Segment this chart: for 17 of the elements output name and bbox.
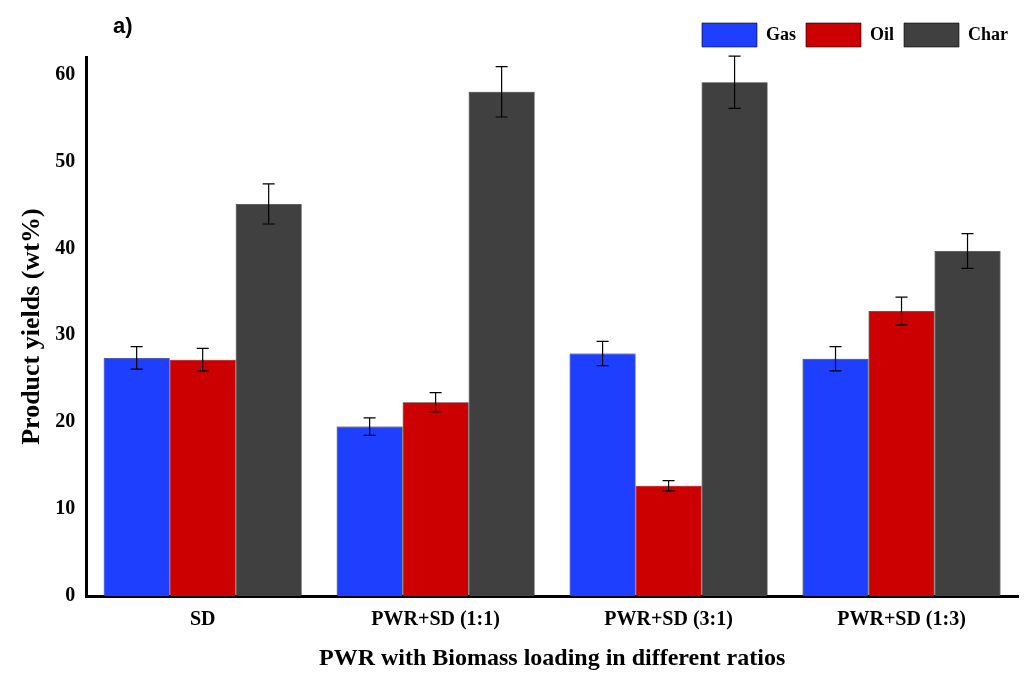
- y-tick-label: 60: [55, 61, 76, 84]
- x-tick-label: PWR+SD (1:3): [837, 607, 966, 631]
- y-tick-label: 20: [55, 409, 76, 432]
- x-tick-label: SD: [189, 607, 216, 630]
- x-tick-label: PWR+SD (3:1): [604, 607, 733, 631]
- legend-label: Gas: [765, 23, 797, 44]
- x-tick-label: PWR+SD (1:1): [371, 607, 500, 631]
- y-tick-label: 40: [55, 235, 76, 258]
- y-tick-label: 0: [65, 583, 76, 606]
- y-tick-label: 50: [55, 148, 76, 171]
- legend-label: Oil: [870, 23, 895, 44]
- legend-label: Char: [968, 23, 1009, 44]
- text: a): [113, 13, 133, 39]
- x-axis-title: PWR with Biomass loading in different ratios: [318, 643, 786, 670]
- y-tick-label: 10: [55, 496, 76, 519]
- y-tick-label: 30: [55, 322, 76, 345]
- y-axis-title: Product yields (wt%): [16, 208, 46, 445]
